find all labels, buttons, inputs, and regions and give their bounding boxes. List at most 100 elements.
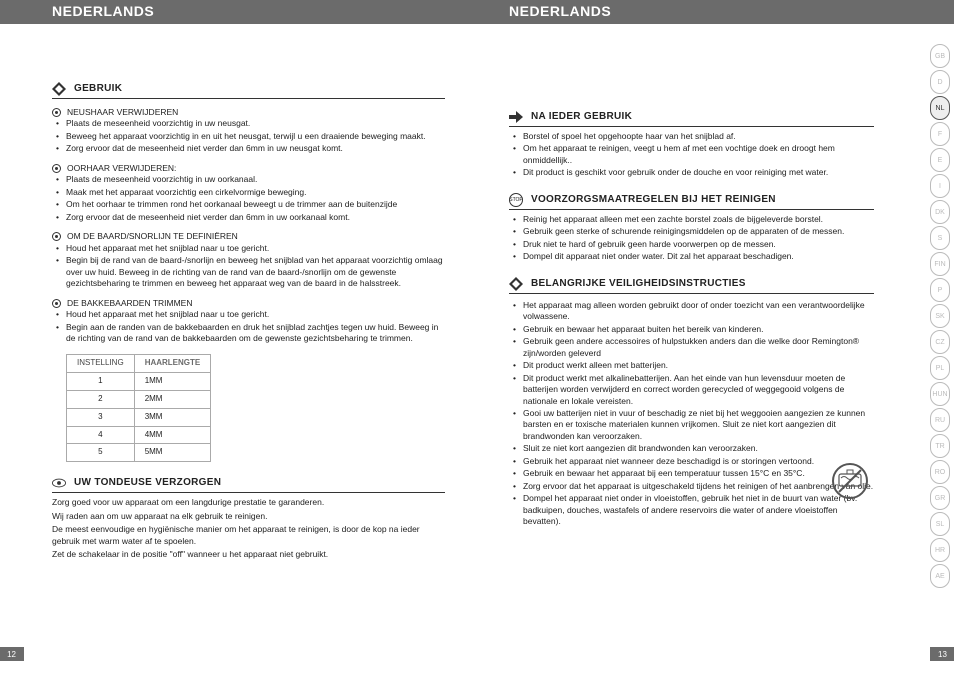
list-item: Om het apparaat te reinigen, veegt u hem… bbox=[523, 143, 874, 166]
list-item: Gebruik en bewaar het apparaat buiten he… bbox=[523, 324, 874, 335]
list-item: Sluit ze niet kort aangezien dit brandwo… bbox=[523, 443, 874, 454]
list-item: Om het oorhaar te trimmen rond het oorka… bbox=[66, 199, 445, 210]
subhead-neushaar: NEUSHAAR VERWIJDEREN bbox=[52, 107, 445, 118]
list-oorhaar: Plaats de meseenheid voorzichtig in uw o… bbox=[52, 174, 445, 223]
lang-tab-pl[interactable]: PL bbox=[930, 356, 950, 380]
list-item: Zorg ervoor dat het apparaat is uitgesch… bbox=[523, 481, 874, 492]
list-neushaar: Plaats de meseenheid voorzichtig in uw n… bbox=[52, 118, 445, 154]
lang-tab-i[interactable]: I bbox=[930, 174, 950, 198]
section-verzorgen: UW TONDEUSE VERZORGEN bbox=[52, 476, 445, 493]
cell-haarlengte: 1MM bbox=[134, 373, 211, 391]
paragraph: Zorg goed voor uw apparaat om een langdu… bbox=[52, 497, 445, 508]
list-item: Houd het apparaat met het snijblad naar … bbox=[66, 309, 445, 320]
list-item: Dompel dit apparaat niet onder water. Di… bbox=[523, 251, 874, 262]
cell-haarlengte: 4MM bbox=[134, 426, 211, 444]
table-row: 55MM bbox=[67, 444, 211, 462]
table-header-haarlengte: HAARLENGTE bbox=[134, 355, 211, 373]
table-row: 22MM bbox=[67, 391, 211, 409]
lang-tab-f[interactable]: F bbox=[930, 122, 950, 146]
cell-instelling: 5 bbox=[67, 444, 135, 462]
section-voorzorg: STOP VOORZORGSMAATREGELEN BIJ HET REINIG… bbox=[509, 193, 874, 210]
lang-tab-cz[interactable]: CZ bbox=[930, 330, 950, 354]
section-gebruik: GEBRUIK bbox=[52, 82, 445, 99]
diamond-icon bbox=[509, 277, 523, 291]
table-header-instelling: INSTELLING bbox=[67, 355, 135, 373]
cell-instelling: 4 bbox=[67, 426, 135, 444]
list-item: Begin aan de randen van de bakkebaarden … bbox=[66, 322, 445, 345]
cell-instelling: 1 bbox=[67, 373, 135, 391]
no-water-icon bbox=[832, 463, 868, 499]
stop-icon: STOP bbox=[509, 193, 523, 207]
list-item: Borstel of spoel het opgehoopte haar van… bbox=[523, 131, 874, 142]
lang-tab-sl[interactable]: SL bbox=[930, 512, 950, 536]
page-right-header: NEDERLANDS bbox=[477, 0, 954, 24]
lang-tab-p[interactable]: P bbox=[930, 278, 950, 302]
cell-haarlengte: 3MM bbox=[134, 408, 211, 426]
section-title-text: VOORZORGSMAATREGELEN BIJ HET REINIGEN bbox=[531, 193, 776, 207]
list-item: Dit product werkt alleen met batterijen. bbox=[523, 360, 874, 371]
lang-tab-dk[interactable]: DK bbox=[930, 200, 950, 224]
lang-tab-ru[interactable]: RU bbox=[930, 408, 950, 432]
section-title-text: UW TONDEUSE VERZORGEN bbox=[74, 476, 221, 490]
list-item: Begin bij de rand van de baard-/snorlijn… bbox=[66, 255, 445, 289]
lang-tab-e[interactable]: E bbox=[930, 148, 950, 172]
arrow-right-icon bbox=[509, 110, 523, 124]
diamond-icon bbox=[52, 82, 66, 96]
section-title-text: NA IEDER GEBRUIK bbox=[531, 110, 632, 124]
gear-icon bbox=[52, 164, 61, 173]
lang-tab-nl[interactable]: NL bbox=[930, 96, 950, 120]
list-item: Gebruik geen andere accessoires of hulps… bbox=[523, 336, 874, 359]
cell-instelling: 2 bbox=[67, 391, 135, 409]
lang-tab-d[interactable]: D bbox=[930, 70, 950, 94]
list-item: Reinig het apparaat alleen met een zacht… bbox=[523, 214, 874, 225]
section-veiligheid: BELANGRIJKE VEILIGHEIDSINSTRUCTIES bbox=[509, 277, 874, 294]
lang-tab-gb[interactable]: GB bbox=[930, 44, 950, 68]
list-item: Gebruik geen sterke of schurende reinigi… bbox=[523, 226, 874, 237]
page-left: NEDERLANDS GEBRUIK NEUSHAAR VERWIJDEREN … bbox=[0, 0, 477, 673]
list-item: Plaats de meseenheid voorzichtig in uw n… bbox=[66, 118, 445, 129]
list-item: Zorg ervoor dat de meseenheid niet verde… bbox=[66, 143, 445, 154]
list-bakkebaarden: Houd het apparaat met het snijblad naar … bbox=[52, 309, 445, 344]
list-item: Houd het apparaat met het snijblad naar … bbox=[66, 243, 445, 254]
lang-tab-ae[interactable]: AE bbox=[930, 564, 950, 588]
cell-instelling: 3 bbox=[67, 408, 135, 426]
list-item: Het apparaat mag alleen worden gebruikt … bbox=[523, 300, 874, 323]
section-na-gebruik: NA IEDER GEBRUIK bbox=[509, 110, 874, 127]
gear-icon bbox=[52, 232, 61, 241]
lang-tab-fin[interactable]: FIN bbox=[930, 252, 950, 276]
lang-tab-sk[interactable]: SK bbox=[930, 304, 950, 328]
table-row: 33MM bbox=[67, 408, 211, 426]
lang-tab-gr[interactable]: GR bbox=[930, 486, 950, 510]
lang-tab-hun[interactable]: HUN bbox=[930, 382, 950, 406]
list-item: Beweeg het apparaat voorzichtig in en ui… bbox=[66, 131, 445, 142]
list-voorzorg: Reinig het apparaat alleen met een zacht… bbox=[509, 214, 874, 263]
para-block: Zorg goed voor uw apparaat om een langdu… bbox=[52, 497, 445, 560]
list-item: Gebruik het apparaat niet wanneer deze b… bbox=[523, 456, 874, 467]
table-row: 11MM bbox=[67, 373, 211, 391]
subhead-oorhaar: OORHAAR VERWIJDEREN: bbox=[52, 163, 445, 174]
page-left-content: GEBRUIK NEUSHAAR VERWIJDEREN Plaats de m… bbox=[0, 24, 477, 561]
list-item: Dit product werkt met alkalinebatterijen… bbox=[523, 373, 874, 407]
list-item: Gooi uw batterijen niet in vuur of besch… bbox=[523, 408, 874, 442]
lang-tab-hr[interactable]: HR bbox=[930, 538, 950, 562]
subhead-bakkebaarden: DE BAKKEBAARDEN TRIMMEN bbox=[52, 298, 445, 309]
list-item: Dit product is geschikt voor gebruik ond… bbox=[523, 167, 874, 178]
lang-tab-ro[interactable]: RO bbox=[930, 460, 950, 484]
cell-haarlengte: 2MM bbox=[134, 391, 211, 409]
two-page-spread: NEDERLANDS GEBRUIK NEUSHAAR VERWIJDEREN … bbox=[0, 0, 954, 673]
eye-icon bbox=[52, 476, 66, 490]
cell-haarlengte: 5MM bbox=[134, 444, 211, 462]
lang-tab-s[interactable]: S bbox=[930, 226, 950, 250]
lang-tab-tr[interactable]: TR bbox=[930, 434, 950, 458]
paragraph: Wij raden aan om uw apparaat na elk gebr… bbox=[52, 511, 445, 522]
page-left-header: NEDERLANDS bbox=[0, 0, 477, 24]
page-number-left: 12 bbox=[0, 647, 24, 661]
gear-icon bbox=[52, 299, 61, 308]
page-right: NEDERLANDS NA IEDER GEBRUIK Borstel of s… bbox=[477, 0, 954, 673]
table-row: 44MM bbox=[67, 426, 211, 444]
list-baard: Houd het apparaat met het snijblad naar … bbox=[52, 243, 445, 290]
subhead-text: DE BAKKEBAARDEN TRIMMEN bbox=[67, 298, 192, 309]
list-item: Plaats de meseenheid voorzichtig in uw o… bbox=[66, 174, 445, 185]
list-item: Druk niet te hard of gebruik geen harde … bbox=[523, 239, 874, 250]
list-item: Zorg ervoor dat de meseenheid niet verde… bbox=[66, 212, 445, 223]
